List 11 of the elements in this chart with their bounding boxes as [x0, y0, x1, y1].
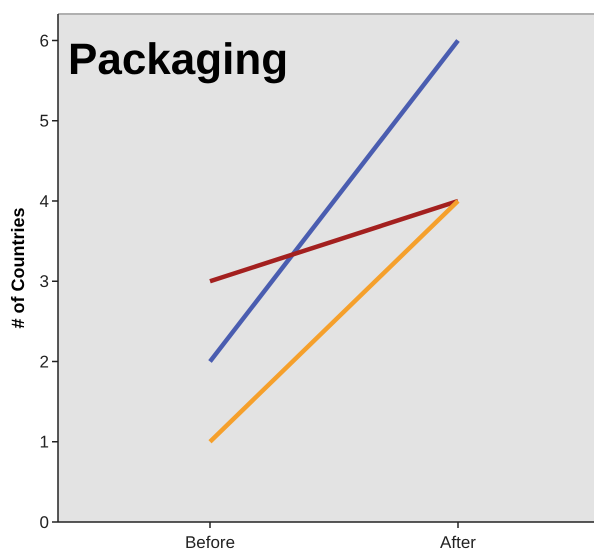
- text: Packaging: [68, 35, 288, 84]
- y-tick-label: 0: [40, 512, 49, 532]
- y-tick-label: 5: [40, 112, 49, 131]
- y-tick-label: 6: [40, 31, 49, 50]
- y-tick-label: 2: [40, 352, 49, 372]
- y-axis-title: # of Countries: [8, 207, 28, 329]
- y-tick-label: 3: [40, 272, 49, 292]
- y-tick-label: 1: [40, 432, 49, 452]
- y-tick-label: 4: [40, 192, 49, 211]
- x-tick-label: Before: [184, 533, 236, 552]
- x-tick-label: After: [440, 533, 476, 552]
